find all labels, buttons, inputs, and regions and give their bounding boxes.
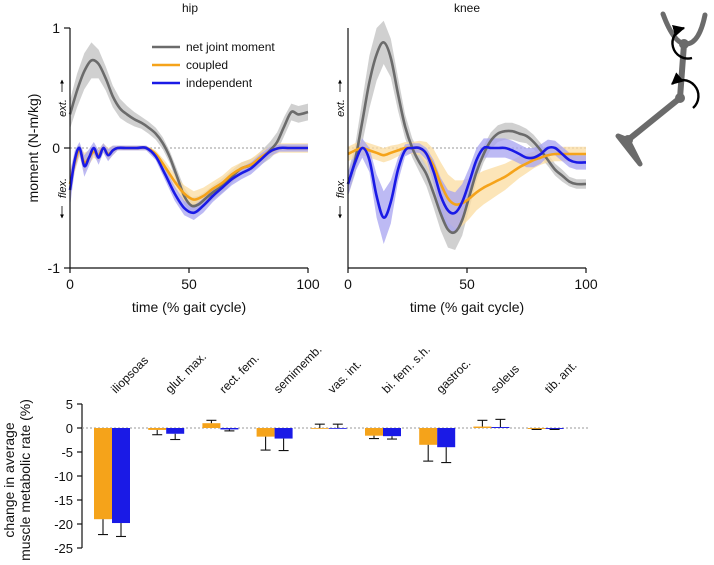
bar-coupled <box>527 428 546 429</box>
bar-y-tick-label: 5 <box>66 397 73 412</box>
bar-independent <box>166 428 185 434</box>
knee-independent-line <box>346 145 587 219</box>
bar-independent <box>437 428 456 448</box>
bar-independent <box>112 428 130 524</box>
bar-category-labels: iliopsoas glut. max. rect. fem. semimemb. va… <box>108 342 579 396</box>
bar-coupled <box>256 428 275 437</box>
knee-title: knee <box>454 1 480 15</box>
bar-independent <box>274 428 293 439</box>
bar-category-label: semimemb. <box>271 342 325 396</box>
bar-y-tick-label: -20 <box>54 517 73 532</box>
knee-plot-area <box>346 20 587 250</box>
bar-category-label: bi. fem. s.h. <box>379 342 433 396</box>
hip-y-tick-label-1: 1 <box>52 20 60 36</box>
bar-y-axis-label-line2: muscle metabolic rate (%) <box>17 399 33 561</box>
legend: net joint moment coupled independent <box>152 40 275 90</box>
ext-label-knee: ext. <box>335 99 347 117</box>
bar-category-label: iliopsoas <box>108 353 151 396</box>
bar-chart: change in average muscle metabolic rate … <box>1 342 590 561</box>
ext-label-hip: ext. <box>57 99 69 117</box>
bar-coupled <box>365 428 383 436</box>
hip-x-tick-label-100: 100 <box>296 276 320 292</box>
bar-y-tick-label: -25 <box>54 541 73 556</box>
bar-independent <box>545 428 564 429</box>
bar-plot-area <box>94 418 564 538</box>
legend-independent-label: independent <box>186 76 253 90</box>
bar-independent <box>220 428 239 430</box>
bar-coupled <box>202 423 221 428</box>
leg-schematic-icon <box>615 11 708 167</box>
hip-x-tick-label-0: 0 <box>66 276 74 292</box>
hip-independent-line <box>68 146 308 215</box>
hip-x-tick-label-50: 50 <box>181 276 197 292</box>
bar-y-tick-label: 0 <box>66 421 73 436</box>
hip-title: hip <box>182 1 198 15</box>
knee-panel: knee 0 50 100 time (% gait cycle) ext. f… <box>335 1 598 315</box>
hip-coupled-line <box>68 146 308 201</box>
bar-independent <box>491 427 510 428</box>
bar-category-label: gastroc. <box>433 356 473 396</box>
bar-category-label: tib. ant. <box>542 358 580 396</box>
hip-panel: hip 1 0 -1 0 50 100 time (% gait cycle) … <box>48 1 320 315</box>
bar-y-ticks: 5 0 -5 -10 -15 -20 -25 <box>54 397 82 556</box>
flex-label-hip: flex. <box>57 178 69 198</box>
bar-category-label: glut. max. <box>162 349 209 396</box>
bar-category-label: vas. int. <box>325 357 364 396</box>
bar-y-tick-label: -10 <box>54 469 73 484</box>
moment-y-axis-label: moment (N-m/kg) <box>25 94 41 203</box>
bar-y-axis-label-line1: change in average <box>1 422 17 537</box>
bar-coupled <box>473 426 492 428</box>
bar-coupled <box>310 428 329 429</box>
knee-coupled-line <box>347 146 586 206</box>
bar-coupled <box>94 428 112 520</box>
bar-y-tick-label: -15 <box>54 493 73 508</box>
bar-independent <box>328 428 347 429</box>
bar-category-label: soleus <box>488 362 522 396</box>
knee-x-tick-label-0: 0 <box>344 276 352 292</box>
bar-coupled <box>419 428 438 445</box>
hip-y-tick-label-neg1: -1 <box>48 260 61 276</box>
bar-independent <box>383 428 401 437</box>
hip-y-tick-label-0: 0 <box>52 140 60 156</box>
bar-coupled <box>148 428 167 430</box>
knee-x-tick-label-100: 100 <box>574 276 598 292</box>
flex-label-knee: flex. <box>335 178 347 198</box>
legend-coupled-label: coupled <box>186 58 228 72</box>
knee-x-axis-label: time (% gait cycle) <box>410 299 524 315</box>
bar-category-label: rect. fem. <box>217 351 262 396</box>
legend-net-label: net joint moment <box>186 40 275 54</box>
knee-x-tick-label-50: 50 <box>459 276 475 292</box>
hip-plot-area <box>68 42 309 220</box>
hip-x-axis-label: time (% gait cycle) <box>132 299 246 315</box>
bar-y-tick-label: -5 <box>61 445 73 460</box>
